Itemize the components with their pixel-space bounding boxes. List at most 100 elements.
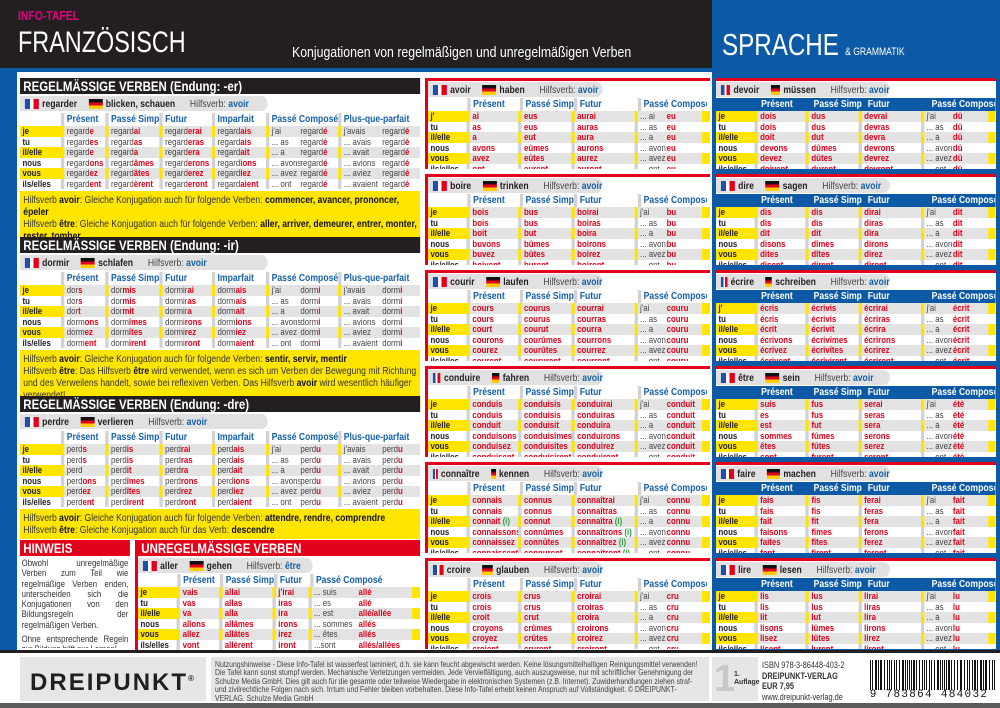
- row-marker: [701, 111, 710, 122]
- aux-verb: avoir: [868, 83, 890, 96]
- tense-form: dis: [754, 207, 806, 218]
- note-text: Hilfsverb: [23, 512, 60, 524]
- german-flag-icon: [491, 468, 496, 479]
- tense-form: écrivez: [754, 345, 806, 356]
- column-header: Futur: [573, 194, 638, 207]
- row-marker: [702, 452, 710, 458]
- form: connaîtras: [577, 505, 617, 517]
- website-link[interactable]: www.dreipunkt-verlag.de: [762, 691, 843, 702]
- row-marker: [701, 516, 710, 527]
- tense-form: fûmes: [805, 430, 859, 441]
- form-ending: u: [316, 454, 321, 466]
- compound-aux: ... as: [634, 409, 666, 420]
- form-ending: é: [323, 126, 328, 137]
- tense-form: courut: [518, 324, 572, 335]
- tense-form: disons: [754, 238, 805, 249]
- form: dîmes: [811, 238, 835, 250]
- participle: dit: [953, 218, 988, 229]
- tense-form: disent: [754, 259, 805, 265]
- column-header: Présent: [60, 113, 105, 126]
- verb-info-row: devoir müssen Hilfsverb: avoir: [716, 82, 890, 97]
- compound-aux: ... avez: [634, 633, 667, 644]
- participle: allés: [358, 629, 412, 640]
- form: lirons: [864, 622, 886, 634]
- form: fus: [811, 409, 824, 421]
- pronoun: ils/elles: [22, 337, 51, 349]
- section-title: UNREGELMÄSSIGE VERBEN: [138, 540, 420, 556]
- tense-form: irez: [272, 629, 309, 640]
- row-marker: [988, 441, 996, 452]
- form-stem: perd: [165, 465, 181, 476]
- form: croiront: [577, 643, 607, 650]
- tense-form: dirai: [858, 207, 921, 218]
- form: conduit: [666, 451, 695, 458]
- compound-aux: ... as: [634, 601, 666, 612]
- pronoun: tu: [22, 454, 30, 466]
- form-stem: dorm: [300, 295, 319, 307]
- form-stem: dorm: [217, 285, 236, 296]
- compound-aux: ... a: [920, 132, 953, 143]
- participle: perdu: [382, 497, 420, 508]
- section-content: REGELMÄSSIGE VERBEN (Endung: -dre) perdre…: [20, 396, 421, 539]
- tense-form: bois: [466, 217, 519, 228]
- header-spacer: [428, 290, 467, 303]
- tense-form: conduisîmes: [518, 430, 571, 441]
- form: ferez: [864, 537, 883, 548]
- tense-form: fîtes: [805, 537, 859, 548]
- compound-aux: ... a: [265, 147, 301, 158]
- column-header: Passé Composé: [637, 386, 707, 399]
- row-marker: [988, 633, 996, 644]
- pronoun: nous: [430, 334, 450, 346]
- pronoun: tu: [22, 136, 30, 148]
- form: eut: [523, 132, 536, 143]
- pronoun: nous: [430, 526, 450, 538]
- form-ending: é: [405, 126, 410, 137]
- form-stem: dorm: [382, 316, 401, 328]
- participle: dit: [953, 260, 988, 266]
- compound-aux: ... a: [920, 612, 953, 623]
- form-ending: rai: [180, 444, 191, 455]
- form: allé: [358, 597, 372, 609]
- form-ending: ais: [233, 444, 245, 455]
- conjugation-row: tu lis lus liras... as lu: [716, 601, 996, 612]
- tense-form: dormais: [211, 285, 266, 296]
- tense-form: conduiront: [571, 451, 634, 457]
- aux-verb: avoir: [582, 371, 603, 384]
- form: dit: [952, 259, 963, 266]
- barcode-bar: [971, 660, 973, 690]
- participle: perdu: [300, 444, 339, 455]
- aux-label: Hilfsverb:: [830, 83, 867, 96]
- participle: bu: [666, 249, 702, 260]
- tense-form: ferez: [858, 537, 921, 548]
- tense-form: devrons: [858, 142, 920, 153]
- tense-form: conduit: [466, 420, 519, 431]
- footer-bottom-bar: [0, 703, 1000, 708]
- participle: dit: [953, 239, 988, 250]
- participle: allé: [358, 598, 411, 609]
- compound-aux: ... ont: [634, 259, 666, 265]
- tense-form: allas: [219, 597, 272, 608]
- form-stem: regard: [165, 178, 188, 190]
- form: sera: [864, 420, 881, 431]
- pronoun: nous: [22, 316, 42, 328]
- german-flag-icon: [491, 372, 500, 383]
- compound-aux: ... avez: [634, 537, 667, 548]
- french-verb: lire: [738, 563, 752, 576]
- german-translation: schreiben: [775, 275, 816, 288]
- compound-aux: ... avaient: [338, 496, 382, 507]
- form-stem: dormi: [165, 316, 185, 328]
- tense-form: perdrez: [159, 486, 212, 497]
- compound-aux: ... avais: [338, 454, 382, 465]
- tense-form: fut: [805, 420, 859, 431]
- row-marker: [702, 548, 710, 554]
- form-stem: regard: [217, 178, 241, 190]
- column-header: Futur: [861, 578, 926, 591]
- compound-aux: ... ont: [920, 259, 953, 265]
- conjugation-row: je bois bus boirai j'ai bu: [428, 207, 710, 218]
- regular-er-section: REGELMÄSSIGE VERBEN (Endung: -er) regarde…: [20, 78, 421, 245]
- pronoun: ils/elles: [430, 451, 459, 458]
- form-note: (i): [620, 547, 631, 554]
- form-stem: dormir: [165, 295, 188, 307]
